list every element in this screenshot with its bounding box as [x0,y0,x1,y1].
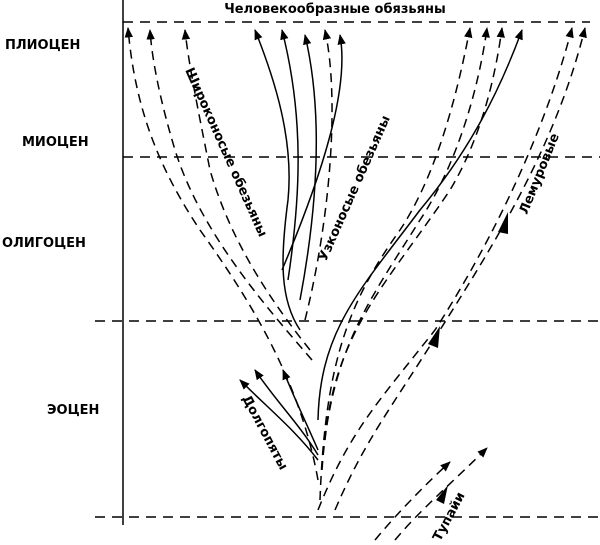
group-label: Долгопяты [238,393,290,473]
group-label: Человекообразные обязьяны [224,2,446,17]
group-label: Широконосые обезьяны [181,66,269,240]
group-label: Узконосые обезьяны [316,113,394,263]
branch-arrows [428,212,508,504]
epoch-label: ПЛИОЦЕН [5,38,80,53]
branches [124,26,587,541]
axes [95,0,600,525]
epoch-label: ЭОЦЕН [47,403,99,418]
group-label: Лемуровые [517,131,563,216]
epoch-label: ОЛИГОЦЕН [2,236,86,251]
epoch-label: МИОЦЕН [22,135,89,150]
